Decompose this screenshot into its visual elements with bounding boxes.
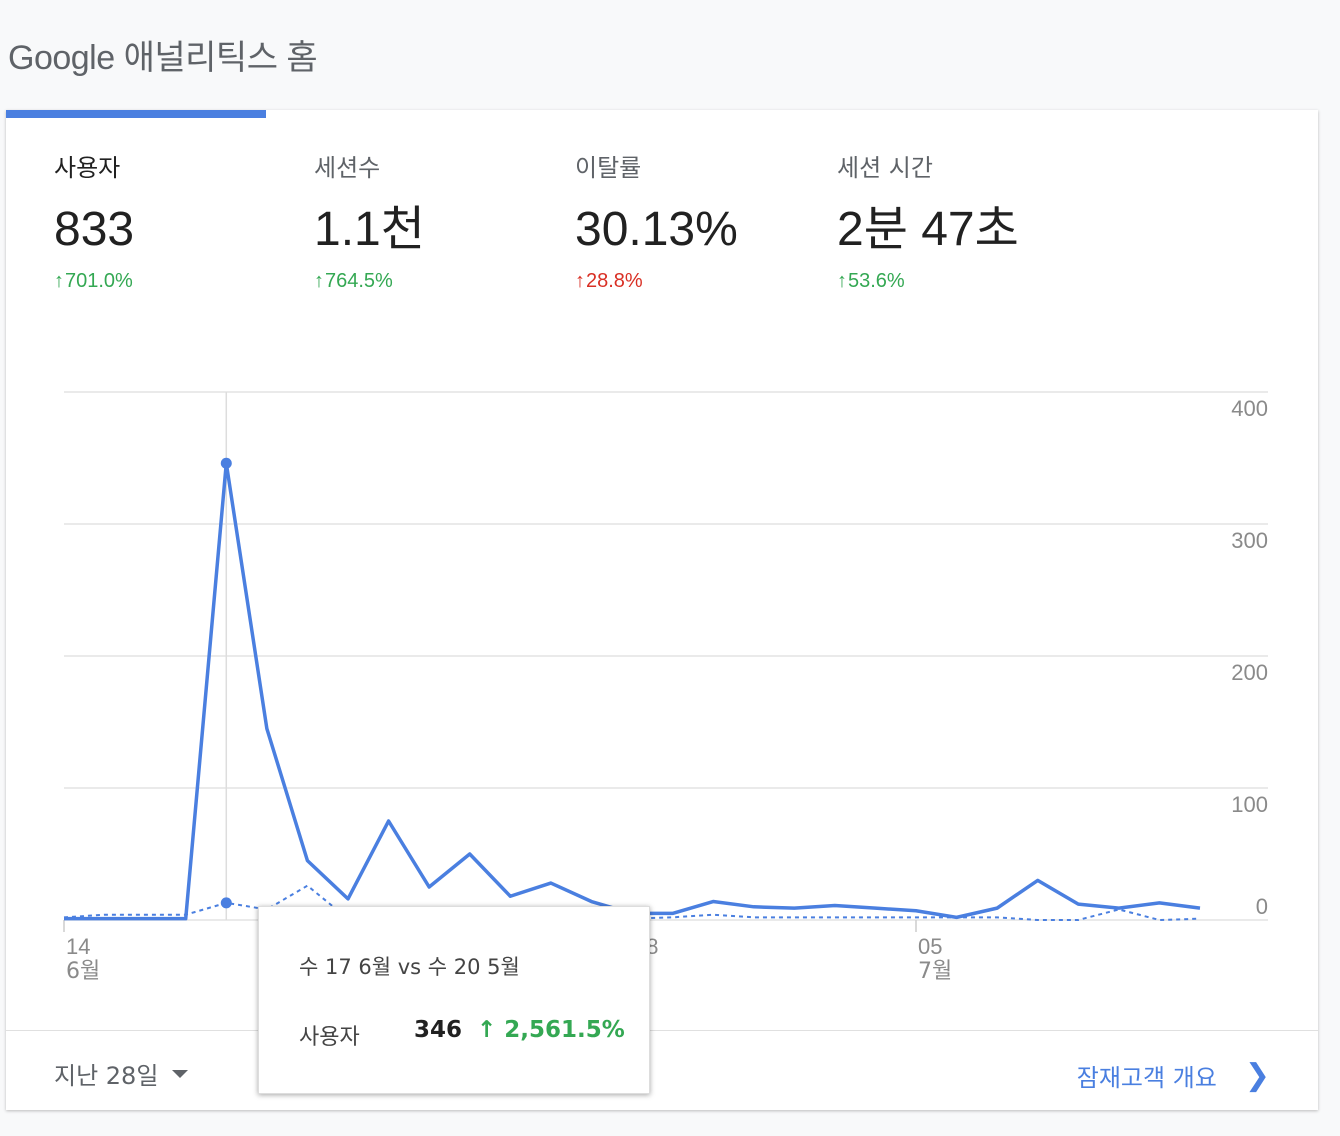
audience-overview-link[interactable]: 잠재고객 개요 ❯ bbox=[1077, 1058, 1270, 1093]
tooltip-date: 수 17 6월 vs 수 20 5월 bbox=[299, 955, 520, 979]
arrow-up-icon: ↑ bbox=[54, 270, 64, 292]
date-range-label: 지난 28일 bbox=[54, 1062, 159, 1090]
arrow-up-icon: ↑ bbox=[314, 270, 324, 292]
tooltip-change-value: 2,561.5% bbox=[504, 1017, 625, 1043]
metric-change: ↑701.0% bbox=[54, 270, 294, 293]
y-tick-label: 400 bbox=[1231, 396, 1268, 421]
metric-label: 세션 시간 bbox=[837, 154, 933, 182]
metric-change-value: 53.6% bbox=[848, 270, 905, 292]
chart-tooltip: 수 17 6월 vs 수 20 5월 사용자 346 ↑ 2,561.5% bbox=[258, 906, 650, 1094]
metric-tab-bounce-rate[interactable]: 이탈률 30.13% ↑28.8% bbox=[575, 148, 815, 293]
metric-value: 1.1천 bbox=[314, 203, 425, 256]
metric-tab-session-duration[interactable]: 세션 시간 2분 47초 ↑53.6% bbox=[837, 148, 1077, 293]
x-tick-label: 14 bbox=[66, 934, 90, 959]
tooltip-metric-label: 사용자 bbox=[299, 1025, 360, 1050]
y-tick-label: 200 bbox=[1231, 660, 1268, 685]
tooltip-change: ↑ 2,561.5% bbox=[477, 1017, 625, 1043]
arrow-up-icon: ↑ bbox=[575, 270, 585, 292]
metric-change-value: 764.5% bbox=[325, 270, 393, 292]
footer-divider bbox=[6, 1030, 1318, 1031]
metric-change-value: 701.0% bbox=[65, 270, 133, 292]
metric-change: ↑764.5% bbox=[314, 270, 554, 293]
x-tick-month-label: 6월 bbox=[66, 959, 100, 984]
y-tick-label: 0 bbox=[1256, 894, 1268, 919]
caret-down-icon bbox=[172, 1069, 189, 1078]
active-tab-indicator bbox=[6, 110, 266, 118]
x-tick-label: 05 bbox=[918, 934, 942, 959]
chevron-right-icon: ❯ bbox=[1244, 1058, 1270, 1093]
x-tick-month-label: 7월 bbox=[918, 959, 952, 984]
tooltip-value: 346 bbox=[414, 1017, 463, 1043]
report-link-label: 잠재고객 개요 bbox=[1076, 1064, 1217, 1092]
overview-card bbox=[6, 110, 1318, 1110]
metric-change: ↑28.8% bbox=[575, 270, 815, 293]
metric-label: 사용자 bbox=[54, 154, 121, 182]
arrow-up-icon: ↑ bbox=[477, 1017, 505, 1043]
metric-value: 2분 47초 bbox=[837, 203, 1019, 256]
metric-tab-sessions[interactable]: 세션수 1.1천 ↑764.5% bbox=[314, 148, 554, 293]
metric-value: 833 bbox=[54, 203, 135, 256]
highlight-point bbox=[220, 457, 232, 469]
primary-series-line bbox=[64, 461, 1201, 921]
y-tick-label: 100 bbox=[1231, 792, 1268, 817]
metric-tab-users[interactable]: 사용자 833 ↑701.0% bbox=[54, 148, 294, 293]
metric-label: 세션수 bbox=[314, 154, 381, 182]
metric-change: ↑53.6% bbox=[837, 270, 1077, 293]
page-title: Google 애널리틱스 홈 bbox=[8, 39, 318, 77]
highlight-point bbox=[220, 897, 232, 909]
metric-value: 30.13% bbox=[575, 203, 738, 256]
metric-label: 이탈률 bbox=[575, 154, 642, 182]
metric-change-value: 28.8% bbox=[586, 270, 643, 292]
y-tick-label: 300 bbox=[1231, 528, 1268, 553]
arrow-up-icon: ↑ bbox=[837, 270, 847, 292]
date-range-dropdown[interactable]: 지난 28일 bbox=[54, 1056, 189, 1091]
